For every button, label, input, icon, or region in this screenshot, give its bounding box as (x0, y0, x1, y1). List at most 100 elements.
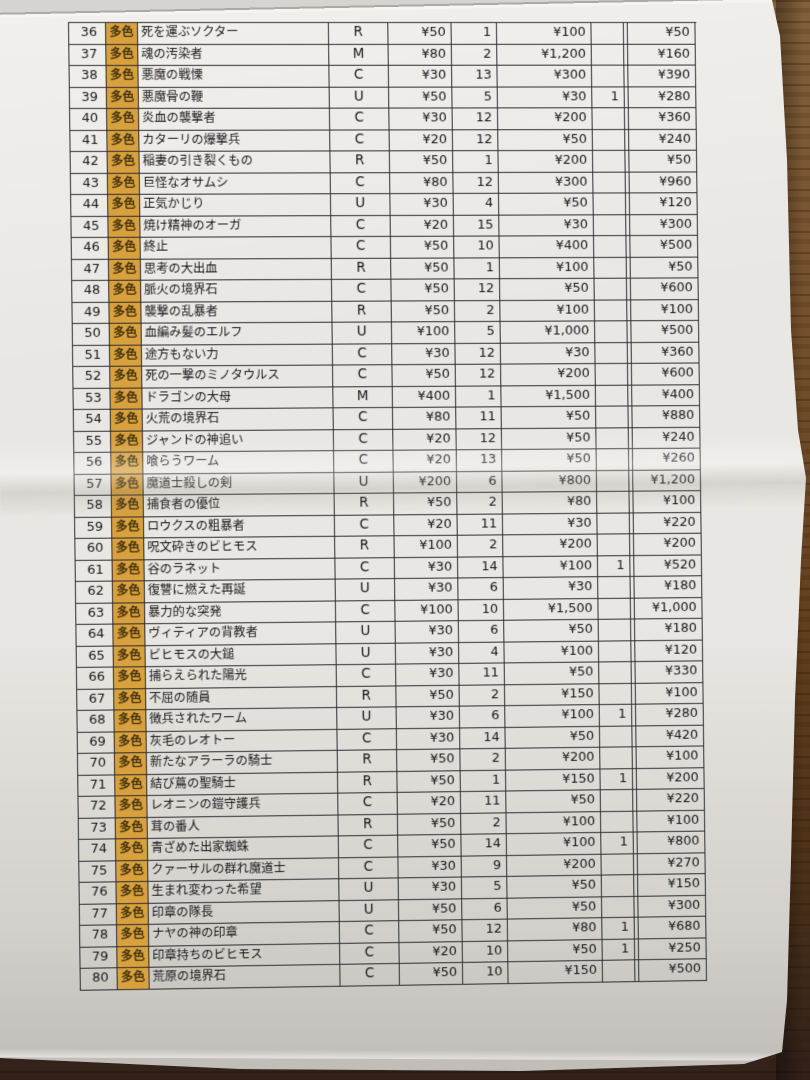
total-price-cell: ¥520 (634, 554, 703, 577)
quantity-cell: 12 (452, 108, 499, 130)
row-number-cell: 39 (69, 87, 108, 109)
second-price-cell: ¥50 (501, 406, 597, 429)
second-price-cell: ¥50 (508, 939, 603, 963)
extra-qty-cell (597, 491, 630, 514)
rarity-cell: C (331, 236, 392, 259)
card-name-cell: ビヒモスの大鎚 (145, 643, 337, 668)
rarity-cell: M (333, 386, 393, 409)
rarity-cell: M (329, 44, 389, 66)
quantity-cell: 2 (451, 44, 498, 66)
second-price-cell: ¥800 (502, 470, 598, 493)
quantity-cell: 11 (457, 514, 504, 536)
card-name-cell: 稲妻の引き裂くもの (139, 151, 331, 174)
rarity-cell: C (333, 429, 394, 452)
row-number-cell: 53 (73, 388, 111, 410)
second-price-cell: ¥30 (497, 86, 593, 109)
rarity-cell: U (330, 194, 391, 216)
quantity-cell: 1 (454, 257, 501, 280)
color-tag-cell: 多色 (113, 645, 146, 668)
color-tag-cell: 多色 (116, 903, 149, 926)
color-tag-cell: 多色 (109, 280, 142, 303)
card-name-cell: 血編み髪のエルフ (141, 322, 333, 346)
rarity-cell: U (335, 579, 396, 601)
unit-price-cell: ¥30 (396, 663, 460, 686)
extra-qty-cell (592, 108, 626, 130)
rarity-cell: R (337, 771, 398, 794)
extra-qty-cell (593, 172, 626, 194)
color-tag-cell: 多色 (108, 259, 142, 281)
total-price-cell: ¥360 (628, 108, 697, 130)
rarity-cell: C (335, 600, 396, 623)
extra-qty-cell (599, 726, 633, 748)
row-number-cell: 37 (69, 44, 107, 66)
rarity-cell: C (338, 792, 398, 816)
extra-qty-cell: 1 (599, 704, 633, 727)
unit-price-cell: ¥50 (388, 22, 452, 45)
second-price-cell: ¥150 (505, 768, 601, 792)
second-price-cell: ¥400 (499, 236, 595, 258)
unit-price-cell: ¥50 (397, 813, 462, 836)
unit-price-cell: ¥50 (389, 87, 453, 109)
unit-price-cell: ¥50 (391, 279, 455, 302)
card-name-cell: 印章の隊長 (148, 900, 340, 925)
rarity-cell: R (337, 750, 398, 773)
unit-price-cell: ¥200 (393, 471, 458, 494)
color-tag-cell: 多色 (107, 108, 140, 131)
color-tag-cell: 多色 (111, 473, 144, 496)
card-name-cell: ヴィティアの背教者 (145, 622, 337, 646)
second-price-cell: ¥50 (502, 449, 597, 472)
total-price-cell: ¥500 (639, 959, 707, 982)
rarity-cell: C (336, 664, 397, 687)
total-price-cell: ¥100 (631, 299, 700, 322)
row-number-cell: 56 (74, 452, 112, 475)
card-name-cell: ドラゴンの大母 (142, 386, 334, 410)
table-row: 44 多色 正気かじり U ¥30 4 ¥50 ¥120 (71, 193, 699, 217)
row-number-cell: 68 (77, 710, 115, 733)
quantity-cell: 2 (459, 684, 506, 707)
total-price-cell: ¥500 (630, 235, 699, 258)
rarity-cell: C (338, 857, 399, 880)
quantity-cell: 1 (451, 22, 498, 45)
total-price-cell: ¥680 (638, 916, 707, 939)
rarity-cell: R (338, 814, 399, 837)
card-name-cell: 暴力的な突発 (144, 600, 337, 625)
second-price-cell: ¥100 (505, 705, 600, 728)
table-row: 49 多色 襲撃の乱暴者 R ¥50 2 ¥100 ¥100 (72, 299, 700, 324)
rarity-cell: C (330, 129, 390, 152)
extra-qty-cell (591, 44, 625, 66)
total-price-cell: ¥330 (635, 661, 704, 684)
second-price-cell: ¥80 (507, 918, 603, 941)
color-tag-cell: 多色 (116, 881, 149, 904)
quantity-cell: 15 (453, 215, 500, 237)
card-name-cell: 焼け精神のオーガ (140, 215, 332, 238)
card-name-cell: 青ざめた出家蜘蛛 (147, 836, 339, 861)
unit-price-cell: ¥30 (396, 706, 461, 729)
color-tag-cell: 多色 (108, 237, 141, 260)
rarity-cell: U (339, 899, 400, 923)
quantity-cell: 10 (454, 236, 500, 259)
rarity-cell: C (335, 557, 396, 580)
total-price-cell: ¥280 (635, 703, 704, 726)
second-price-cell: ¥1,500 (503, 598, 599, 621)
color-tag-cell: 多色 (111, 452, 144, 475)
quantity-cell: 6 (458, 620, 505, 643)
unit-price-cell: ¥30 (396, 727, 461, 751)
row-number-cell: 44 (71, 194, 109, 217)
total-price-cell: ¥250 (638, 937, 707, 961)
quantity-cell: 2 (454, 300, 501, 323)
card-name-cell: 喰らうワーム (143, 451, 335, 474)
color-tag-cell: 多色 (116, 924, 150, 947)
rarity-cell: R (331, 258, 392, 280)
total-price-cell: ¥220 (637, 789, 705, 812)
row-number-cell: 49 (72, 302, 110, 324)
row-number-cell: 40 (70, 108, 108, 131)
second-price-cell: ¥100 (503, 555, 599, 579)
total-price-cell: ¥50 (629, 150, 698, 173)
extra-qty-cell: 1 (602, 917, 635, 940)
second-price-cell: ¥50 (507, 896, 603, 920)
extra-qty-cell (598, 576, 631, 599)
second-price-cell: ¥100 (500, 300, 596, 322)
color-tag-cell: 多色 (107, 151, 140, 174)
second-price-cell: ¥30 (502, 513, 598, 536)
unit-price-cell: ¥100 (395, 599, 459, 622)
